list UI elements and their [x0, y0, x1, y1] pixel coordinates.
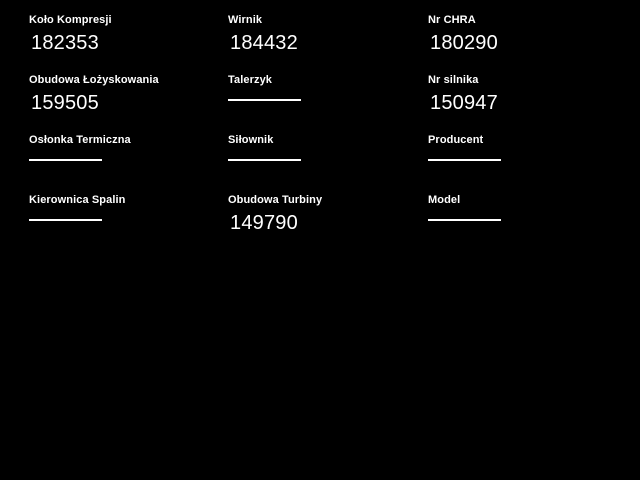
spec-field: Nr CHRA 180290	[428, 14, 628, 74]
spec-field-value: 184432	[230, 32, 298, 54]
spec-field: Nr silnika 150947	[428, 74, 628, 134]
spec-field: Osłonka Termiczna	[29, 134, 228, 194]
spec-field-label: Producent	[428, 134, 484, 146]
spec-field-label: Obudowa Turbiny	[228, 194, 323, 206]
spec-field: Kierownica Spalin	[29, 194, 228, 254]
spec-field-label: Osłonka Termiczna	[29, 134, 131, 146]
spec-field: Obudowa Łożyskowania 159505	[29, 74, 228, 134]
spec-field-label: Siłownik	[228, 134, 274, 146]
spec-field-label: Koło Kompresji	[29, 14, 112, 26]
spec-field: Obudowa Turbiny 149790	[228, 194, 428, 254]
spec-field: Talerzyk	[228, 74, 428, 134]
spec-field-label: Nr CHRA	[428, 14, 476, 26]
spec-field-value-empty	[29, 147, 228, 169]
spec-field: Model	[428, 194, 628, 254]
spec-field: Producent	[428, 134, 628, 194]
spec-field: Koło Kompresji 182353	[29, 14, 228, 74]
spec-field-label: Obudowa Łożyskowania	[29, 74, 159, 86]
spec-field-value-empty	[228, 87, 428, 109]
spec-field-label: Talerzyk	[228, 74, 273, 86]
spec-field: Siłownik	[228, 134, 428, 194]
spec-field-value-empty	[29, 207, 228, 229]
spec-field-value: 150947	[430, 92, 498, 114]
spec-field-value: 180290	[430, 32, 498, 54]
spec-field-label: Kierownica Spalin	[29, 194, 126, 206]
spec-field-label: Nr silnika	[428, 74, 479, 86]
spec-field-value-empty	[228, 147, 428, 169]
spec-field-value-empty	[428, 147, 628, 169]
spec-field: Wirnik 184432	[228, 14, 428, 74]
spec-field-label: Model	[428, 194, 461, 206]
spec-field-value: 159505	[31, 92, 99, 114]
spec-grid: Koło Kompresji 182353 Wirnik 184432 Nr CHRA 1…	[29, 14, 629, 254]
spec-field-label: Wirnik	[228, 14, 263, 26]
spec-field-value: 149790	[230, 212, 298, 234]
spec-field-value: 182353	[31, 32, 99, 54]
spec-field-value-empty	[428, 207, 628, 229]
